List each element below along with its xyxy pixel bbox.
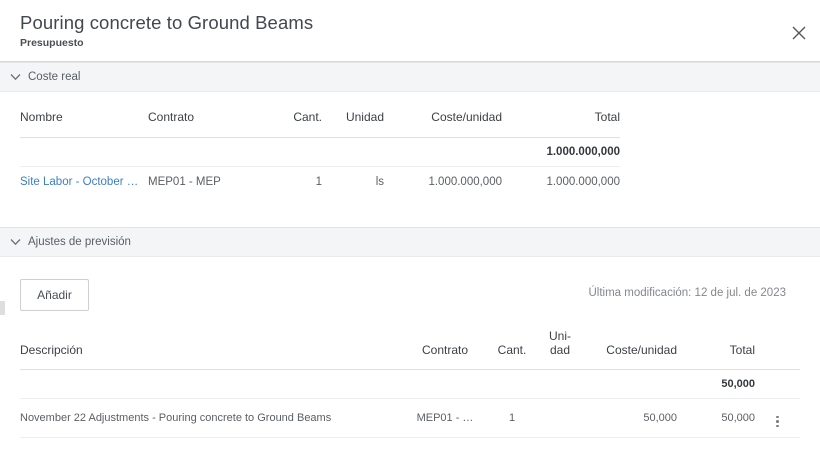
cell-contrato: MEP01 - …	[405, 398, 485, 438]
column-header-unidad-line1: Uni-	[548, 329, 571, 343]
table-summary-row: 50,000	[20, 369, 800, 399]
cell-coste-unidad: 50,000	[581, 398, 677, 438]
panel-header: Pouring concrete to Ground Beams Presupu…	[0, 0, 820, 62]
cell-unidad	[539, 398, 581, 438]
summary-unidad	[322, 137, 384, 167]
panel-edge-marker	[0, 301, 5, 315]
cell-contrato: MEP01 - MEP	[148, 166, 268, 197]
column-header-descripcion: Descripción	[20, 343, 83, 357]
cell-descripcion: November 22 Adjustments - Pouring concre…	[20, 398, 405, 438]
summary-contrato	[405, 369, 485, 399]
table-header-row: Descripción Contrato Cant. Uni- dad Cost…	[20, 329, 800, 370]
section-header-forecast-adjustments[interactable]: Ajustes de previsión	[0, 227, 820, 257]
cell-nombre: Site Labor - October …	[20, 166, 148, 197]
add-button[interactable]: Añadir	[20, 279, 89, 311]
column-header-unidad-line2: dad	[549, 343, 571, 357]
column-header-cant: Cant.	[293, 110, 322, 124]
close-icon	[791, 25, 807, 41]
chevron-down-icon	[8, 235, 22, 249]
column-header-actions	[755, 329, 800, 370]
cell-total: 50,000	[677, 398, 755, 438]
cell-total: 1.000.000,000	[502, 166, 620, 197]
table-summary-row: 1.000.000,000	[20, 137, 620, 167]
actual-cost-table: Nombre Contrato Cant. Unidad Coste/unida…	[20, 110, 620, 197]
page-subtitle: Presupuesto	[20, 37, 84, 49]
cell-cant: 1	[268, 166, 322, 197]
cell-coste-unidad: 1.000.000,000	[384, 166, 502, 197]
column-header-contrato: Contrato	[148, 110, 195, 124]
section-label-forecast-adjustments: Ajustes de previsión	[28, 236, 131, 248]
summary-unidad	[539, 369, 581, 399]
summary-actions	[755, 369, 800, 399]
summary-cant	[268, 137, 322, 167]
kebab-menu-icon[interactable]	[770, 415, 786, 427]
column-header-total: Total	[729, 343, 755, 357]
summary-descripcion	[20, 369, 405, 399]
table-row: Site Labor - October … MEP01 - MEP 1 ls …	[20, 166, 620, 197]
cell-unidad: ls	[322, 166, 384, 197]
column-header-unidad: Unidad	[345, 110, 384, 124]
column-header-unidad: Uni- dad	[539, 329, 581, 370]
page-title: Pouring concrete to Ground Beams	[20, 12, 314, 33]
section-header-actual-cost[interactable]: Coste real	[0, 62, 820, 92]
header-titles: Pouring concrete to Ground Beams Presupu…	[20, 11, 313, 50]
cell-actions	[755, 398, 800, 438]
summary-total: 1.000.000,000	[502, 137, 620, 167]
table-row: November 22 Adjustments - Pouring concre…	[20, 398, 800, 438]
summary-coste-unidad	[581, 369, 677, 399]
summary-coste-unidad	[384, 137, 502, 167]
summary-nombre	[20, 137, 148, 167]
last-modified-label: Última modificación: 12 de jul. de 2023	[588, 287, 786, 299]
summary-total: 50,000	[677, 369, 755, 399]
summary-contrato	[148, 137, 268, 167]
column-header-contrato: Contrato	[421, 343, 469, 357]
adjustments-toolbar: Añadir Última modificación: 12 de jul. d…	[0, 279, 820, 315]
close-button[interactable]	[784, 18, 814, 48]
summary-cant	[485, 369, 539, 399]
table-header-row: Nombre Contrato Cant. Unidad Coste/unida…	[20, 110, 620, 138]
chevron-down-icon	[8, 70, 22, 84]
row-link-nombre[interactable]: Site Labor - October …	[20, 176, 139, 188]
column-header-coste-unidad: Coste/unidad	[606, 343, 677, 357]
section-label-actual-cost: Coste real	[28, 71, 81, 83]
column-header-nombre: Nombre	[20, 110, 63, 124]
column-header-cant: Cant.	[497, 343, 527, 357]
forecast-adjustments-table: Descripción Contrato Cant. Uni- dad Cost…	[20, 329, 800, 438]
column-header-total: Total	[594, 110, 620, 124]
column-header-coste-unidad: Coste/unidad	[431, 110, 502, 124]
cell-cant: 1	[485, 398, 539, 438]
